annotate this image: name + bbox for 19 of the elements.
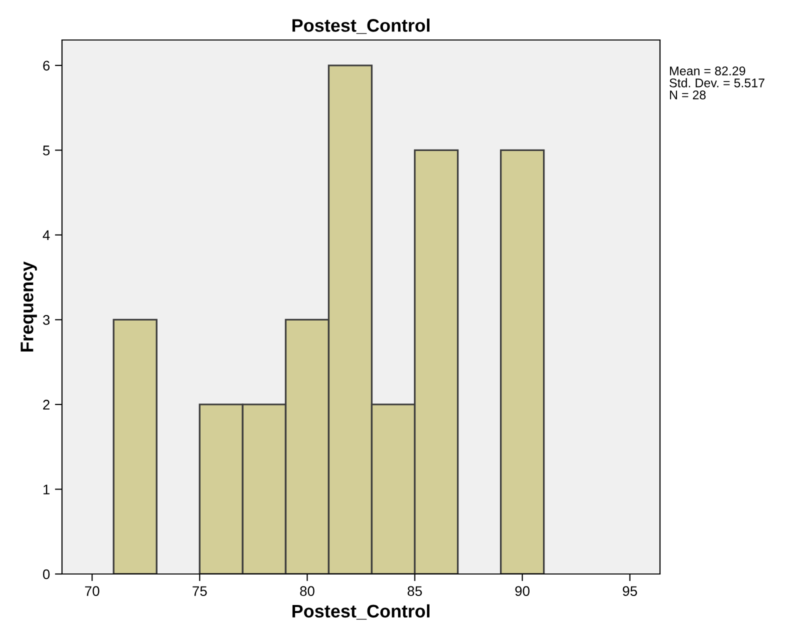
text: Std. Dev. = 5.517 xyxy=(670,78,764,88)
x-tick-label: 95 xyxy=(622,586,638,596)
y-tick-label: 3 xyxy=(43,315,50,325)
x-tick-label: 90 xyxy=(515,586,530,596)
text: N = 28 xyxy=(670,90,706,100)
x-tick-label: 80 xyxy=(300,586,314,596)
y-tick-label: 6 xyxy=(43,60,50,71)
x-axis-title: Postest_Control xyxy=(292,604,430,620)
y-tick-label: 1 xyxy=(44,484,50,494)
x-tick-label: 75 xyxy=(192,586,207,596)
x-tick-label: 85 xyxy=(408,586,422,596)
text: Mean = 82.29 xyxy=(670,66,746,76)
y-tick-label: 2 xyxy=(43,400,50,410)
x-tick-label: 70 xyxy=(85,586,100,596)
y-tick-label: 4 xyxy=(42,230,50,240)
y-tick-label: 5 xyxy=(43,146,50,156)
chart-title: Postest_Control xyxy=(292,18,430,34)
y-axis-title: Frequency xyxy=(20,261,37,352)
y-tick-label: 0 xyxy=(43,569,50,580)
